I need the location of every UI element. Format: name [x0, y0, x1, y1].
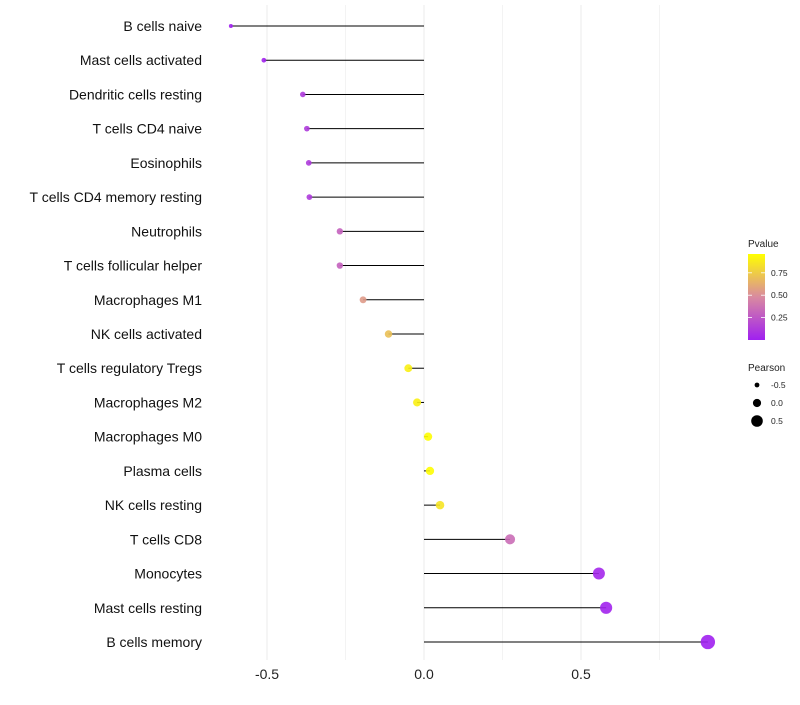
legend: Pvalue 0.25 0.50 0.75 Pearson -0.5 0.0 0.5 [748, 239, 788, 427]
lollipop-point [413, 398, 422, 407]
y-tick-label: T cells follicular helper [64, 258, 203, 274]
size-legend-label: 0.0 [771, 398, 783, 408]
lollipop-point [300, 91, 306, 98]
lollipop-point [592, 567, 605, 580]
size-legend-point [752, 398, 762, 408]
size-legend-point [754, 382, 760, 388]
y-tick-label: Eosinophils [130, 155, 202, 171]
lollipop-point [359, 296, 367, 304]
size-legend-label: 0.5 [771, 416, 783, 426]
pvalue-legend-title: Pvalue [748, 239, 779, 250]
colorbar-tick-label: 0.25 [771, 313, 788, 323]
y-tick-label: NK cells activated [91, 326, 202, 342]
y-tick-label: NK cells resting [105, 497, 202, 513]
lollipop-point [336, 262, 344, 269]
lollipop-point [425, 466, 435, 476]
y-tick-label: Neutrophils [131, 223, 202, 239]
y-tick-label: Mast cells resting [94, 600, 202, 616]
y-tick-label: Dendritic cells resting [69, 86, 202, 102]
x-tick-label: 0.5 [571, 666, 591, 682]
lollipop-point [435, 500, 445, 510]
y-tick-label: T cells regulatory Tregs [57, 360, 202, 376]
y-axis-labels: B cells naive Mast cells activated Dendrit… [30, 18, 203, 650]
y-tick-label: Monocytes [134, 566, 202, 582]
colorbar-tick-label: 0.50 [771, 290, 788, 300]
y-tick-label: T cells CD4 naive [93, 121, 203, 137]
lollipop-point [700, 634, 716, 650]
lollipop-point [228, 23, 233, 29]
y-tick-label: Mast cells activated [80, 52, 202, 68]
y-tick-label: Macrophages M2 [94, 394, 202, 410]
size-legend-point [751, 415, 763, 427]
lollipop-points [228, 23, 716, 650]
y-tick-label: Macrophages M1 [94, 292, 202, 308]
lollipop-point [384, 330, 393, 338]
lollipop-point [306, 194, 313, 200]
y-tick-label: Macrophages M0 [94, 429, 202, 445]
lollipop-point [305, 160, 312, 166]
x-axis-labels: -0.5 0.0 0.5 [255, 666, 591, 682]
pvalue-colorbar [748, 254, 765, 340]
x-tick-label: 0.0 [414, 666, 434, 682]
lollipop-point [261, 57, 267, 63]
y-tick-label: T cells CD4 memory resting [30, 189, 202, 205]
lollipop-point [336, 228, 344, 235]
lollipop-point [504, 534, 516, 545]
colorbar-tick-label: 0.75 [771, 268, 788, 278]
lollipop-point [600, 601, 613, 614]
lollipop-point [304, 125, 310, 132]
y-tick-label: B cells naive [123, 18, 202, 34]
pearson-legend-title: Pearson [748, 363, 785, 374]
x-tick-label: -0.5 [255, 666, 279, 682]
lollipop-point [404, 364, 413, 373]
y-tick-label: Plasma cells [123, 463, 202, 479]
lollipop-point [423, 432, 433, 441]
size-legend-label: -0.5 [771, 380, 786, 390]
y-tick-label: T cells CD8 [130, 531, 202, 547]
lollipop-sticks [230, 25, 708, 643]
grid-lines [266, 5, 660, 660]
y-tick-label: B cells memory [106, 634, 202, 650]
